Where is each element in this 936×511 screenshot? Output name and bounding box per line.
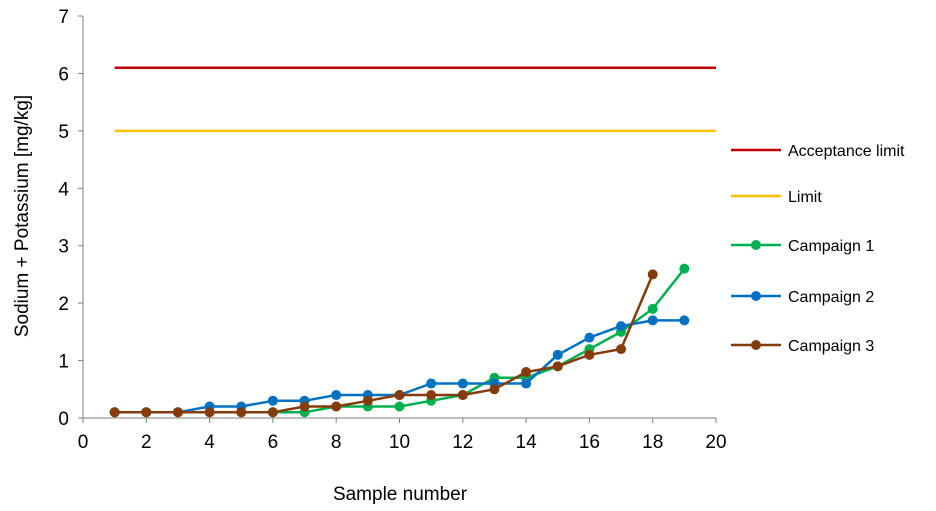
data-point [109, 407, 120, 418]
y-tick-label: 7 [58, 7, 69, 28]
data-point [331, 390, 342, 401]
x-tick-label: 4 [204, 432, 215, 453]
y-tick-label: 5 [58, 122, 69, 143]
data-point [616, 344, 627, 355]
legend-item: Limit [731, 189, 822, 206]
y-tick-label: 4 [58, 179, 69, 200]
y-tick-label: 1 [58, 352, 69, 373]
x-tick-label: 0 [78, 432, 89, 453]
data-point [141, 407, 152, 418]
x-axis-label: Sample number [333, 484, 468, 505]
data-point [236, 407, 247, 418]
data-point [584, 349, 595, 360]
series-layer [109, 66, 716, 418]
y-axis-label: Sodium + Potassium [mg/kg] [12, 95, 33, 337]
series-line [114, 273, 654, 414]
data-point [521, 367, 532, 378]
data-point [457, 378, 468, 389]
legend-marker [751, 240, 761, 250]
data-point [521, 378, 532, 389]
data-point [647, 303, 658, 314]
legend-label: Campaign 1 [788, 238, 874, 255]
data-point [552, 349, 563, 360]
legend-item: Campaign 3 [731, 338, 874, 355]
data-point [394, 390, 405, 401]
legend-item: Acceptance limit [731, 143, 905, 160]
x-tick-label: 18 [642, 432, 663, 453]
y-tick-label: 0 [58, 409, 69, 430]
data-point [299, 401, 310, 412]
x-tick-label: 14 [516, 432, 538, 453]
data-point [616, 321, 627, 332]
legend-item: Campaign 1 [731, 238, 874, 255]
data-point [584, 332, 595, 343]
data-point [426, 390, 437, 401]
x-tick-label: 2 [141, 432, 152, 453]
data-point [426, 378, 437, 389]
data-point [204, 407, 215, 418]
data-point [647, 315, 658, 326]
legend-label: Acceptance limit [788, 143, 905, 160]
data-point [457, 390, 468, 401]
data-point [679, 315, 690, 326]
y-tick-label: 6 [58, 64, 69, 85]
data-point [362, 395, 373, 406]
data-point [394, 401, 405, 412]
data-point [647, 269, 658, 280]
legend-label: Limit [788, 189, 822, 206]
data-point [679, 263, 690, 274]
x-tick-label: 12 [452, 432, 473, 453]
data-point [552, 361, 563, 372]
data-point [489, 384, 500, 395]
data-point [267, 395, 278, 406]
x-tick-label: 16 [579, 432, 600, 453]
legend-item: Campaign 2 [731, 289, 874, 306]
legend-marker [751, 291, 761, 301]
x-tick-label: 8 [331, 432, 342, 453]
series-4 [109, 269, 658, 418]
x-tick-label: 10 [389, 432, 410, 453]
legend-marker [751, 340, 761, 350]
x-tick-label: 6 [268, 432, 279, 453]
legend-label: Campaign 2 [788, 289, 874, 306]
x-tick-label: 20 [705, 432, 726, 453]
data-point [267, 407, 278, 418]
y-tick-label: 3 [58, 237, 69, 258]
y-tick-label: 2 [58, 294, 69, 315]
data-point [331, 401, 342, 412]
data-point [172, 407, 183, 418]
legend: Acceptance limit Limit Campaign 1 Campaign … [731, 143, 905, 355]
legend-label: Campaign 3 [788, 338, 874, 355]
